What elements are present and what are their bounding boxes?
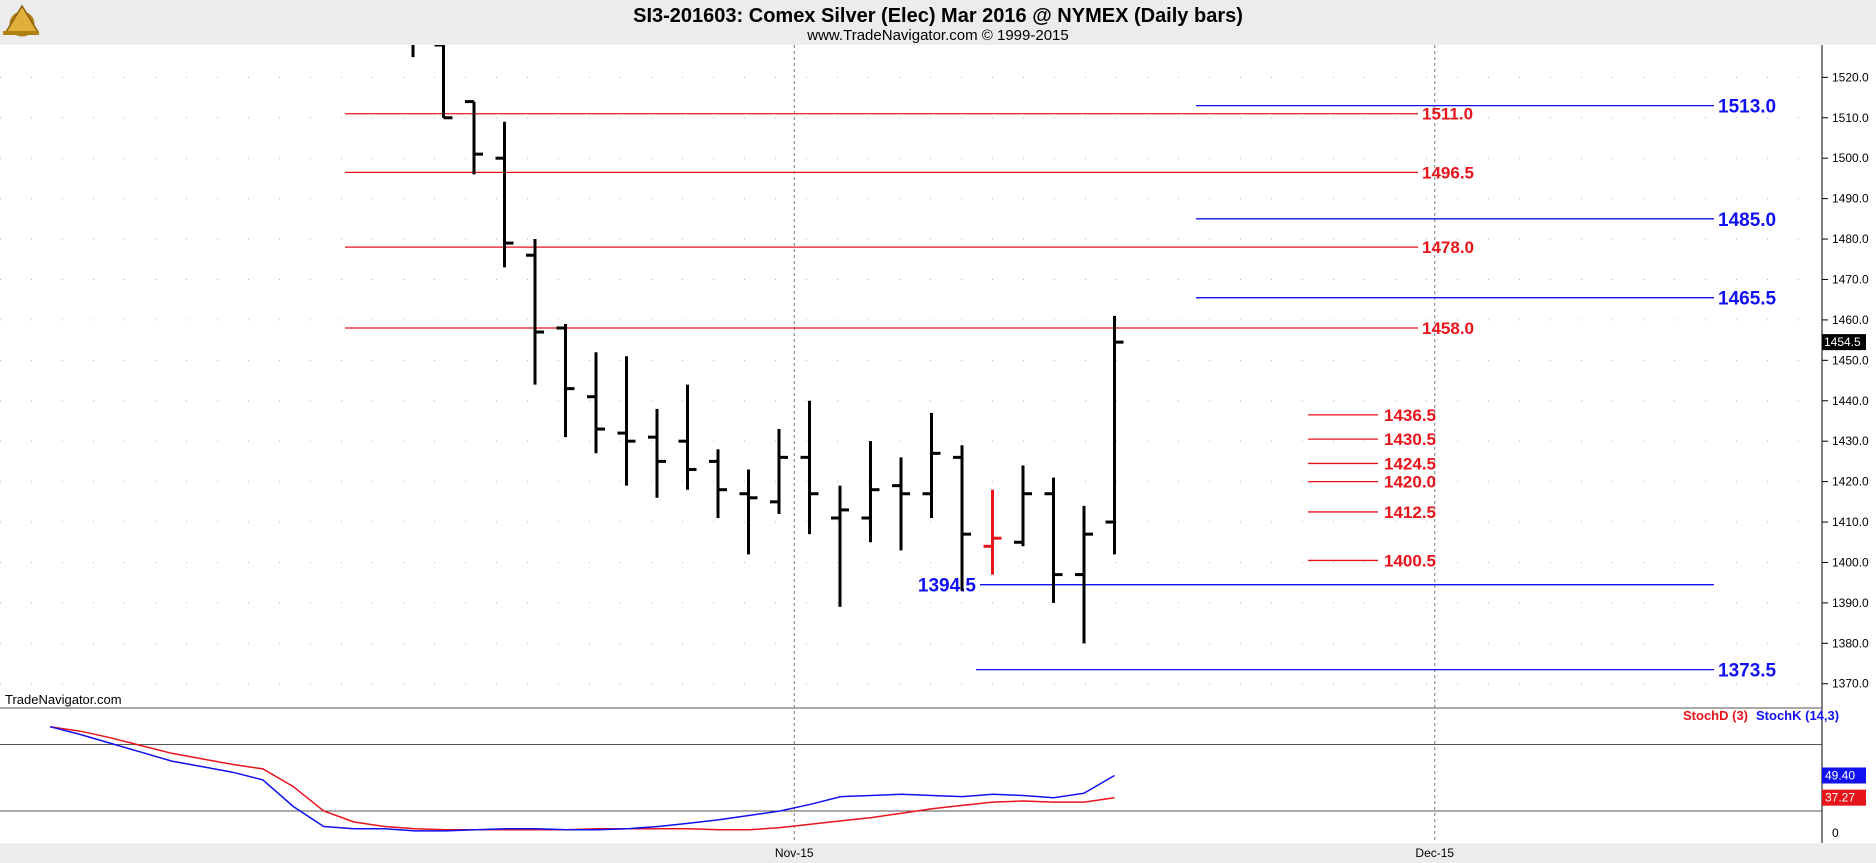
y-tick-label: 1370.0 [1832,677,1869,691]
x-tick-label: Nov-15 [775,846,814,860]
y-tick-label: 1460.0 [1832,313,1869,327]
y-tick-label: 1480.0 [1832,232,1869,246]
ohlc-bar [770,429,788,514]
ohlc-bar [526,239,544,385]
y-tick-label: 1510.0 [1832,111,1869,125]
ohlc-bar [1075,505,1093,644]
ohlc-bar [1105,315,1124,555]
blue-level-label: 1373.5 [1718,661,1777,682]
x-tick-label: Dec-15 [1415,846,1454,860]
red-level-label: 1400.5 [1384,551,1436,570]
y-tick-label: 1450.0 [1832,353,1869,367]
y-tick-label: 1500.0 [1832,151,1869,165]
header-bar [0,0,1876,45]
chart-subtitle: www.TradeNavigator.com © 1999-2015 [806,27,1068,44]
stoch-last-tag [1822,767,1866,784]
y-tick-label: 1390.0 [1832,596,1869,610]
y-tick-label: 1430.0 [1832,434,1869,448]
y-tick-label: 1400.0 [1832,555,1869,569]
stoch-last-tag [1822,789,1866,806]
ohlc-bar [1044,477,1063,603]
chart-title: SI3-201603: Comex Silver (Elec) Mar 2016… [633,5,1243,27]
ohlc-bar [922,412,941,518]
ohlc-bar [556,323,575,438]
ohlc-bar [1014,465,1032,547]
last-price-label: 1454.5 [1824,335,1861,349]
watermark: TradeNavigator.com [5,692,122,707]
stoch-tick-label: 0 [1832,826,1839,840]
red-level-label: 1478.0 [1422,238,1474,257]
y-tick-label: 1380.0 [1832,636,1869,650]
price-axis-ticks: 1370.0 1380.0 1390.0 1400.0 1410.0 1420.0 1430… [1822,70,1869,691]
red-level-label: 1430.5 [1384,430,1436,449]
legend-stochd: StochD (3) [1683,708,1748,723]
y-tick-label: 1470.0 [1832,272,1869,286]
ohlc-bar [617,356,636,486]
grid [0,45,1822,843]
ohlc-bar [465,100,483,175]
red-level-label: 1496.5 [1422,163,1474,182]
stoch-series-line [49,725,1115,832]
ohlc-bar [678,384,697,490]
blue-level-label: 1394.5 [918,576,977,597]
ohlc-bar [831,485,849,607]
ohlc-bar [983,489,1002,575]
stochastic-pane: 37.27 49.40 0 [0,725,1866,840]
sextant-logo-icon [3,4,40,37]
blue-level-label: 1465.5 [1718,289,1777,310]
y-tick-label: 1490.0 [1832,192,1869,206]
footer-bar [0,843,1876,863]
ohlc-bar [495,121,514,268]
y-tick-label: 1520.0 [1832,70,1869,84]
y-tick-label: 1410.0 [1832,515,1869,529]
price-axis-panel [1822,45,1876,843]
legend-stochk: StochK (14,3) [1756,708,1839,723]
red-level-label: 1424.5 [1384,454,1436,473]
ohlc-bar [953,445,971,591]
blue-level-label: 1513.0 [1718,97,1776,118]
ohlc-bar [434,45,453,120]
ohlc-bar [800,400,819,535]
ohlc-bar [739,469,758,555]
last-price-tag [1822,334,1866,351]
red-level-label: 1436.5 [1384,406,1436,425]
y-tick-label: 1420.0 [1832,475,1869,489]
red-level-label: 1458.0 [1422,319,1474,338]
level-lines: 1511.0 1496.5 1478.0 1458.0 1436.5 1430.5 1424… [345,97,1777,682]
ohlc-bars [411,45,1124,644]
red-level-label: 1412.5 [1384,503,1436,522]
date-axis: Nov-15 Dec-15 [775,846,1455,860]
stoch-series-line [49,725,1115,831]
ohlc-bar [648,408,666,498]
ohlc-bar [709,449,727,518]
red-level-label: 1420.0 [1384,473,1436,492]
stoch-last-label: 37.27 [1825,791,1855,805]
red-level-label: 1511.0 [1422,105,1473,124]
stoch-last-label: 49.40 [1825,769,1855,783]
ohlc-bar [892,457,910,551]
ohlc-bar [587,352,605,454]
y-tick-label: 1440.0 [1832,394,1869,408]
blue-level-label: 1485.0 [1718,210,1776,231]
ohlc-bar [861,441,880,543]
